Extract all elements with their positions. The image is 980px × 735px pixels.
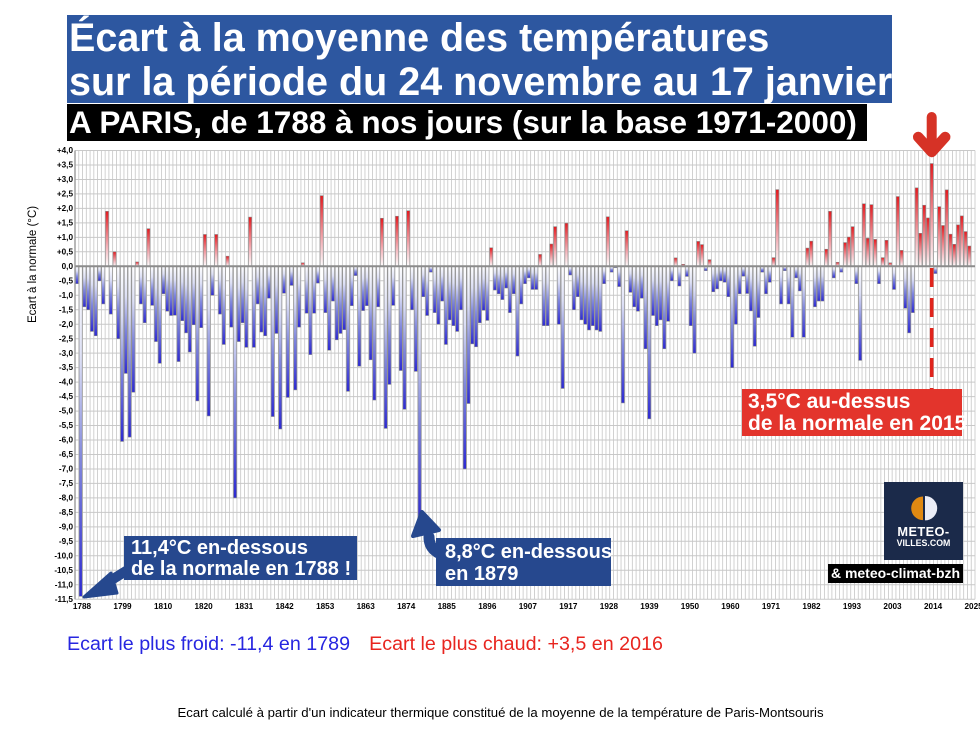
svg-text:1917: 1917 [559, 602, 578, 611]
svg-text:1842: 1842 [275, 602, 294, 611]
svg-text:1907: 1907 [519, 602, 538, 611]
svg-text:1799: 1799 [113, 602, 132, 611]
svg-text:-4,0: -4,0 [59, 378, 74, 387]
svg-text:-3,5: -3,5 [59, 363, 74, 372]
svg-text:1853: 1853 [316, 602, 335, 611]
svg-text:-7,0: -7,0 [59, 465, 74, 474]
svg-text:-9,0: -9,0 [59, 523, 74, 532]
svg-text:+0,5: +0,5 [57, 247, 74, 256]
svg-text:-9,5: -9,5 [59, 537, 74, 546]
svg-text:+1,0: +1,0 [57, 233, 74, 242]
svg-text:-5,5: -5,5 [59, 421, 74, 430]
svg-text:-8,5: -8,5 [59, 508, 74, 517]
svg-text:-2,0: -2,0 [59, 320, 74, 329]
svg-text:1896: 1896 [478, 602, 497, 611]
svg-text:VILLES.COM: VILLES.COM [897, 538, 951, 548]
svg-text:1820: 1820 [194, 602, 213, 611]
svg-text:+1,5: +1,5 [57, 219, 74, 228]
svg-text:-6,5: -6,5 [59, 450, 74, 459]
svg-text:-11,0: -11,0 [55, 580, 74, 589]
svg-text:+3,5: +3,5 [57, 161, 74, 170]
svg-text:1928: 1928 [600, 602, 619, 611]
svg-text:+2,5: +2,5 [57, 190, 74, 199]
svg-text:+4,0: +4,0 [57, 146, 74, 155]
svg-text:1971: 1971 [762, 602, 781, 611]
svg-text:0,0: 0,0 [62, 262, 74, 271]
svg-text:1993: 1993 [843, 602, 862, 611]
svg-text:-7,5: -7,5 [59, 479, 74, 488]
svg-text:-6,0: -6,0 [59, 436, 74, 445]
svg-text:+2,0: +2,0 [57, 204, 74, 213]
svg-text:1863: 1863 [357, 602, 376, 611]
svg-text:1874: 1874 [397, 602, 416, 611]
svg-text:1939: 1939 [640, 602, 659, 611]
svg-text:-5,0: -5,0 [59, 407, 74, 416]
svg-text:-1,0: -1,0 [59, 291, 74, 300]
svg-text:1960: 1960 [721, 602, 740, 611]
svg-text:2025: 2025 [964, 602, 980, 611]
svg-text:2003: 2003 [883, 602, 902, 611]
svg-text:-2,5: -2,5 [59, 334, 74, 343]
svg-text:1950: 1950 [681, 602, 700, 611]
svg-text:-1,5: -1,5 [59, 305, 74, 314]
svg-text:METEO-: METEO- [897, 524, 949, 539]
svg-text:1982: 1982 [802, 602, 821, 611]
svg-text:-10,0: -10,0 [54, 551, 73, 560]
svg-text:2014: 2014 [924, 602, 943, 611]
svg-text:-8,0: -8,0 [59, 494, 74, 503]
svg-text:1810: 1810 [154, 602, 173, 611]
svg-text:-10,5: -10,5 [54, 566, 73, 575]
svg-text:-3,0: -3,0 [59, 349, 74, 358]
svg-text:1831: 1831 [235, 602, 254, 611]
svg-text:-11,5: -11,5 [55, 595, 74, 604]
svg-text:-0,5: -0,5 [59, 276, 74, 285]
svg-text:+3,0: +3,0 [57, 175, 74, 184]
svg-text:1885: 1885 [438, 602, 457, 611]
svg-text:-4,5: -4,5 [59, 392, 74, 401]
svg-text:1788: 1788 [73, 602, 92, 611]
